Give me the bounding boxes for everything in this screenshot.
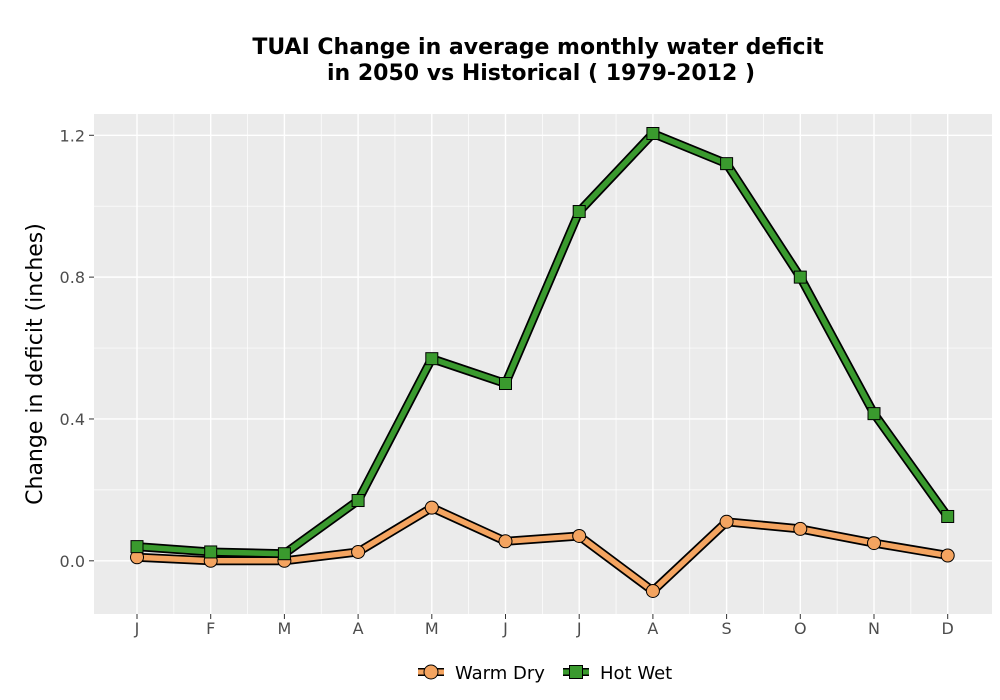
data-point — [204, 545, 218, 559]
y-tick-label: 0.8 — [60, 268, 85, 287]
y-axis: 0.0 0.4 0.8 1.2 — [60, 126, 94, 571]
data-point — [645, 583, 660, 598]
data-point — [793, 270, 807, 284]
series-hot-wet — [130, 127, 955, 561]
chart-title-line-1: TUAI Change in average monthly water def… — [252, 35, 824, 60]
x-tick-label: A — [647, 619, 658, 638]
x-tick-label: D — [942, 619, 954, 638]
x-tick-label: J — [502, 619, 508, 638]
y-tick-label: 0.0 — [60, 552, 85, 571]
series-line — [134, 504, 951, 594]
x-tick-label: J — [134, 619, 140, 638]
data-point — [424, 500, 439, 515]
legend: Warm Dry Hot Wet — [418, 663, 672, 684]
data-point — [351, 544, 366, 559]
legend-label-warm-dry: Warm Dry — [455, 663, 545, 684]
x-tick-label: S — [722, 619, 732, 638]
data-point — [646, 127, 660, 141]
y-tick-label: 1.2 — [60, 126, 85, 145]
x-tick-label: F — [206, 619, 215, 638]
data-point — [572, 205, 586, 219]
legend-label-hot-wet: Hot Wet — [600, 663, 672, 684]
data-point — [498, 534, 513, 549]
series-layer — [130, 127, 955, 598]
data-point — [867, 407, 881, 421]
data-point — [867, 536, 881, 551]
data-point — [940, 548, 955, 563]
x-tick-label: O — [794, 619, 807, 638]
legend-item-warm-dry: Warm Dry — [418, 663, 545, 684]
data-point — [720, 157, 734, 171]
data-point — [793, 521, 808, 536]
chart-title-line-2: in 2050 vs Historical ( 1979-2012 ) — [327, 61, 755, 86]
x-tick-label: N — [868, 619, 880, 638]
data-point — [425, 352, 439, 366]
grid-lines — [94, 114, 992, 614]
data-point — [130, 540, 144, 554]
data-point — [499, 377, 512, 391]
y-tick-label: 0.4 — [60, 410, 85, 429]
series-line — [134, 130, 951, 557]
data-point — [351, 494, 365, 508]
y-axis-title: Change in deficit (inches) — [23, 223, 48, 505]
x-tick-label: M — [425, 619, 439, 638]
legend-marker-warm-dry — [423, 664, 439, 680]
x-tick-label: M — [277, 619, 291, 638]
x-tick-label: J — [576, 619, 582, 638]
data-point — [572, 528, 587, 543]
data-point — [277, 547, 291, 561]
legend-item-hot-wet: Hot Wet — [563, 663, 672, 684]
data-point — [719, 514, 734, 529]
data-point — [941, 509, 955, 523]
x-tick-label: A — [353, 619, 364, 638]
legend-marker-hot-wet — [569, 665, 583, 679]
